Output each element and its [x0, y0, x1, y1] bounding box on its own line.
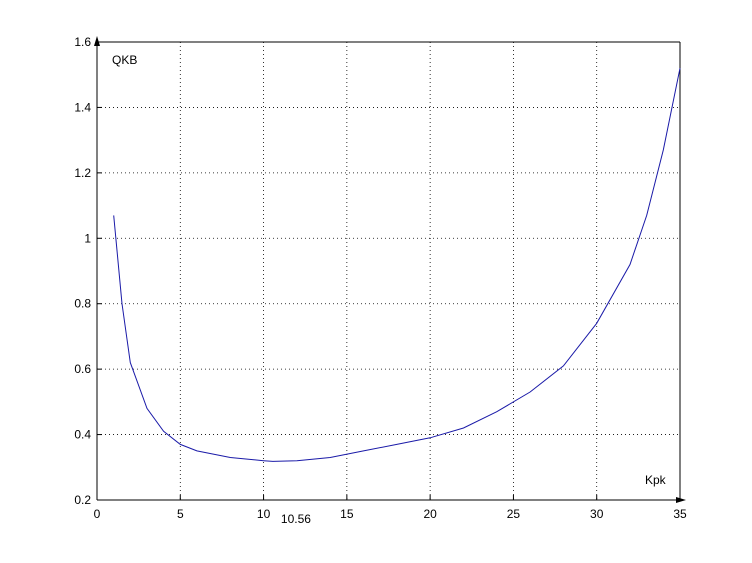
x-tick-label: 5: [177, 507, 184, 521]
y-tick-label: 0.6: [74, 362, 91, 376]
x-arrow: [676, 497, 686, 503]
x-tick-label: 35: [673, 507, 687, 521]
y-tick-label: 0.4: [74, 428, 91, 442]
x-tick-label: 10: [257, 507, 271, 521]
x-tick-label: 20: [423, 507, 437, 521]
x-tick-label: 15: [340, 507, 354, 521]
x-tick-label: 0: [94, 507, 101, 521]
annotation: 10.56: [281, 512, 311, 526]
x-tick-label: 25: [507, 507, 521, 521]
y-tick-label: 0.2: [74, 493, 91, 507]
y-tick-label: 1.6: [74, 35, 91, 49]
x-axis-label: Kpk: [645, 473, 667, 487]
y-tick-label: 0.8: [74, 297, 91, 311]
y-tick-label: 1.4: [74, 100, 91, 114]
y-tick-label: 1: [84, 231, 91, 245]
y-arrow: [94, 36, 100, 46]
x-tick-label: 30: [590, 507, 604, 521]
curve: [113, 68, 681, 462]
y-tick-label: 1.2: [74, 166, 91, 180]
y-axis-label: QKB: [112, 53, 137, 67]
